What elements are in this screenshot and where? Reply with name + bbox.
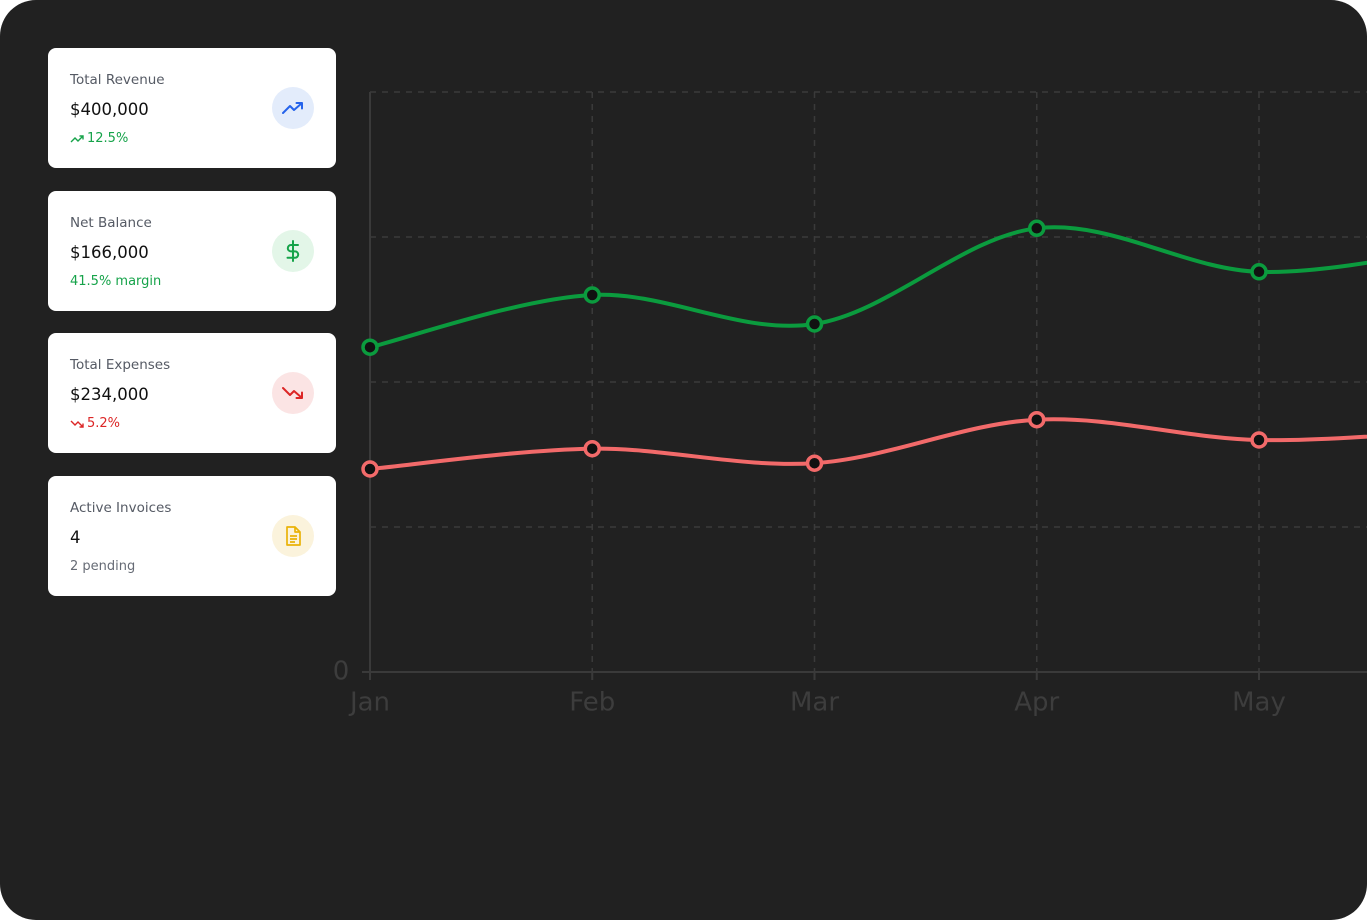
card-value: $234,000	[70, 385, 149, 404]
data-point	[583, 439, 601, 458]
card-note-text: 12.5%	[87, 131, 129, 146]
card-label: Total Revenue	[70, 72, 165, 88]
trend-up-icon	[282, 102, 303, 114]
card-note: 12.5%	[70, 131, 128, 146]
card-note: 41.5% margin	[70, 274, 162, 289]
data-point	[361, 460, 379, 478]
x-tick-label: Jan	[348, 688, 390, 718]
data-point	[1028, 410, 1046, 429]
data-point	[805, 315, 824, 333]
card-value: $166,000	[70, 243, 149, 262]
card-value: 4	[70, 528, 81, 547]
invoices-card: Active Invoices 4 2 pending	[48, 476, 336, 596]
x-tick-label: May	[1232, 688, 1286, 718]
card-label: Total Expenses	[70, 357, 171, 373]
card-label: Active Invoices	[70, 500, 172, 516]
data-point	[805, 454, 824, 472]
revenue-card: Total Revenue $400,000 12.5%	[48, 48, 336, 168]
card-note-text: 5.2%	[87, 416, 121, 431]
data-point	[361, 338, 379, 356]
data-point	[1250, 263, 1268, 281]
y-tick-label: 0	[333, 657, 350, 687]
x-tick-label: Mar	[790, 688, 839, 718]
card-label: Net Balance	[70, 215, 152, 231]
series-line	[368, 417, 1367, 471]
data-point	[1028, 219, 1046, 238]
trend-down-icon	[70, 420, 84, 428]
card-icon	[272, 87, 314, 129]
document-icon	[286, 526, 301, 546]
expenses-card: Total Expenses $234,000 5.2%	[48, 333, 336, 453]
trend-up-icon	[70, 134, 84, 142]
card-value: $400,000	[70, 100, 149, 119]
card-note: 2 pending	[70, 559, 136, 574]
trend-down-icon	[282, 387, 303, 399]
balance-card: Net Balance $166,000 41.5% margin	[48, 191, 336, 311]
dollar-icon	[286, 240, 300, 262]
x-tick-label: Feb	[569, 688, 615, 718]
x-tick-label: Apr	[1014, 688, 1059, 718]
series-line	[368, 225, 1367, 350]
card-icon	[272, 515, 314, 557]
card-note: 5.2%	[70, 416, 120, 431]
data-point	[1250, 431, 1268, 449]
card-icon	[272, 230, 314, 272]
data-point	[583, 286, 601, 304]
card-icon	[272, 372, 314, 414]
